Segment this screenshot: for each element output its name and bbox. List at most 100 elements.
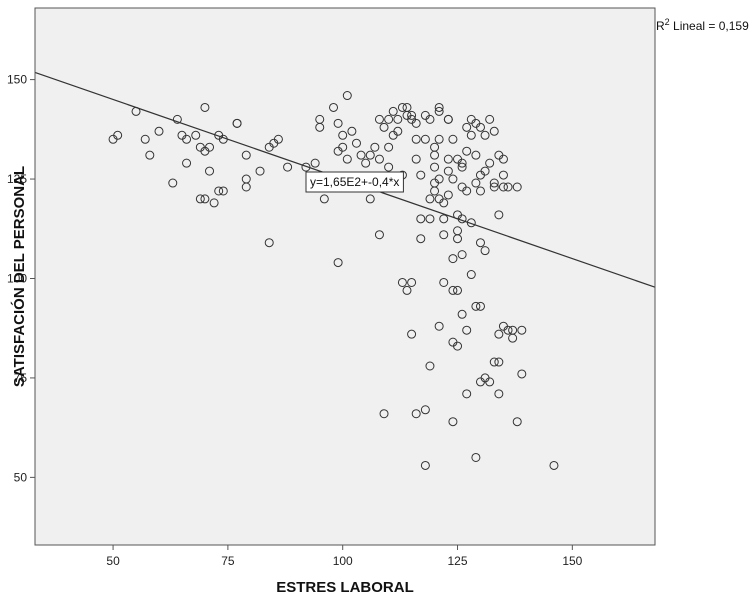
data-point [411,134,421,144]
y-axis-title: SATISFACIÓN DEL PERSONAL [10,166,28,387]
data-point [402,285,412,295]
data-point [443,154,453,164]
data-point [218,186,228,196]
data-points [108,91,559,470]
data-point [416,234,426,244]
equation-annotation: y=1,65E2+-0,4*x [305,171,404,193]
data-point [457,162,467,172]
x-tick-label: 150 [562,554,582,568]
data-point [471,301,481,311]
data-point [453,234,463,244]
data-point [351,138,361,148]
data-point [434,134,444,144]
data-point [480,166,490,176]
data-point [443,114,453,124]
data-point [439,230,449,240]
data-point [430,162,440,172]
data-point [145,150,155,160]
r2-value: Lineal = 0,159 [670,19,749,33]
y-axis: 50 75 100 125 150 [7,73,35,484]
r2-label: R2 Lineal = 0,159 [656,17,749,33]
data-point [356,150,366,160]
data-point [512,182,522,192]
data-point [420,405,430,415]
x-tick-label: 75 [221,554,235,568]
y-tick-label: 150 [7,73,27,87]
data-point [443,190,453,200]
data-point [407,110,417,120]
data-point [416,170,426,180]
data-point [430,186,440,196]
data-point [475,238,485,248]
data-point [393,114,403,124]
data-point [517,325,527,335]
data-point [471,452,481,462]
data-point [374,154,384,164]
y-tick-label: 100 [7,271,27,285]
data-point [494,357,504,367]
data-point [439,214,449,224]
data-point [154,126,164,136]
x-tick-label: 50 [106,554,120,568]
data-point [319,194,329,204]
data-point [255,166,265,176]
data-point [411,154,421,164]
data-point [512,417,522,427]
data-point [503,325,513,335]
data-point [494,210,504,220]
data-point [195,194,205,204]
data-point [485,377,495,387]
data-point [205,142,215,152]
y-tick-label: 75 [14,371,28,385]
y-tick-label: 125 [7,172,27,186]
data-point [283,162,293,172]
data-point [462,325,472,335]
data-point [273,134,283,144]
data-point [388,106,398,116]
data-point [241,150,251,160]
data-point [329,102,339,112]
data-point [411,409,421,419]
data-point [466,130,476,140]
data-point [439,198,449,208]
data-point [439,277,449,287]
data-point [397,102,407,112]
data-point [416,214,426,224]
data-point [480,130,490,140]
data-point [462,389,472,399]
data-point [347,126,357,136]
data-point [549,460,559,470]
data-point [462,146,472,156]
data-point [430,150,440,160]
x-axis-title: ESTRES LABORAL [276,579,414,596]
data-point [338,142,348,152]
data-point [489,178,499,188]
data-point [485,114,495,124]
data-point [494,329,504,339]
data-point [453,285,463,295]
data-point [338,130,348,140]
data-point [489,182,499,192]
data-point [191,130,201,140]
data-point [379,409,389,419]
data-point [489,357,499,367]
data-point [457,158,467,168]
data-point [448,134,458,144]
data-point [342,154,352,164]
data-point [471,150,481,160]
data-point [498,170,508,180]
data-point [200,194,210,204]
data-point [182,134,192,144]
data-point [425,214,435,224]
data-point [140,134,150,144]
data-point [205,166,215,176]
data-point [241,182,251,192]
data-point [214,186,224,196]
data-point [425,114,435,124]
data-point [480,246,490,256]
data-point [333,258,343,268]
data-point [333,118,343,128]
data-point [448,254,458,264]
data-point [384,114,394,124]
data-point [471,178,481,188]
